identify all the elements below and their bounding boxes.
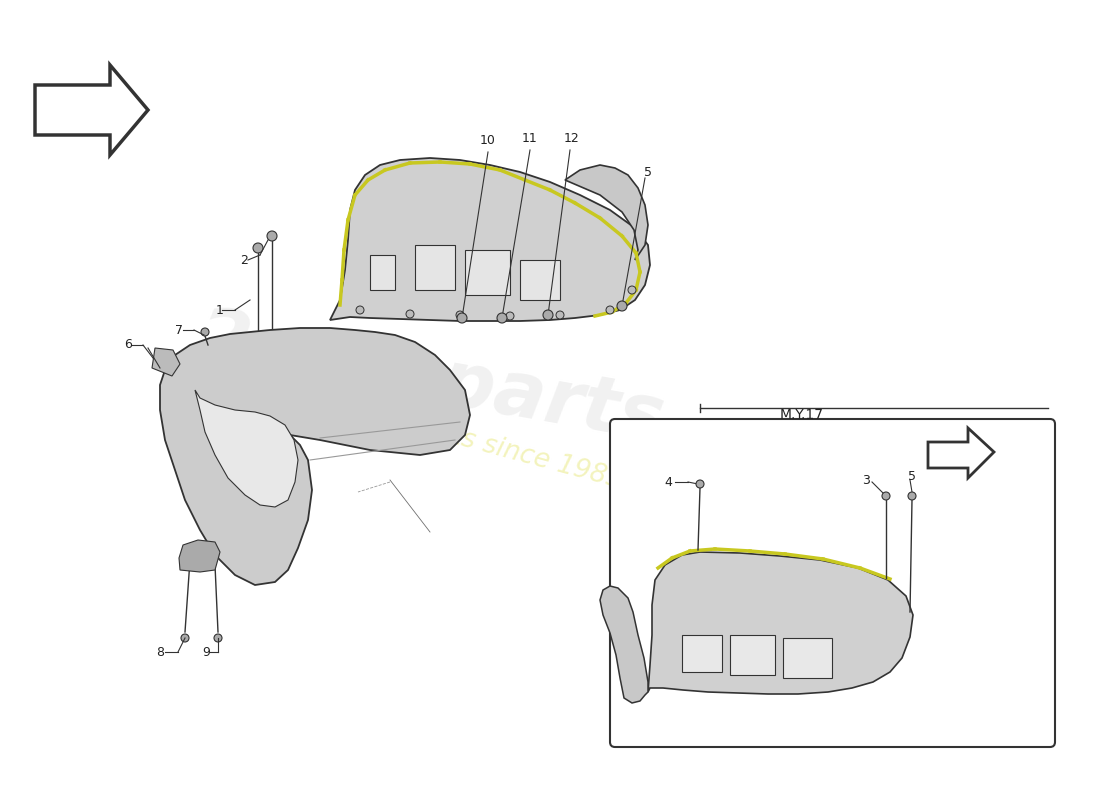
Circle shape bbox=[456, 311, 464, 319]
Polygon shape bbox=[195, 390, 298, 507]
Text: M.Y.17: M.Y.17 bbox=[780, 408, 824, 422]
Text: 7: 7 bbox=[175, 323, 183, 337]
Polygon shape bbox=[730, 635, 776, 675]
Polygon shape bbox=[415, 245, 455, 290]
Circle shape bbox=[214, 634, 222, 642]
Circle shape bbox=[253, 243, 263, 253]
Text: 2autoparts: 2autoparts bbox=[190, 302, 670, 458]
Polygon shape bbox=[648, 552, 913, 694]
Polygon shape bbox=[682, 635, 722, 672]
Text: 5: 5 bbox=[908, 470, 916, 482]
Circle shape bbox=[882, 492, 890, 500]
Text: 6: 6 bbox=[124, 338, 132, 351]
Polygon shape bbox=[370, 255, 395, 290]
Circle shape bbox=[406, 310, 414, 318]
Circle shape bbox=[506, 312, 514, 320]
Polygon shape bbox=[565, 165, 648, 260]
Text: 11: 11 bbox=[522, 131, 538, 145]
Text: 9: 9 bbox=[202, 646, 210, 658]
Circle shape bbox=[908, 492, 916, 500]
Circle shape bbox=[267, 231, 277, 241]
Polygon shape bbox=[928, 428, 994, 478]
Text: 10: 10 bbox=[480, 134, 496, 146]
Circle shape bbox=[696, 480, 704, 488]
Polygon shape bbox=[600, 586, 648, 703]
Text: 1: 1 bbox=[216, 303, 224, 317]
Circle shape bbox=[456, 313, 468, 323]
Text: 4: 4 bbox=[664, 475, 672, 489]
Polygon shape bbox=[783, 638, 832, 678]
Text: 2: 2 bbox=[240, 254, 248, 266]
FancyBboxPatch shape bbox=[610, 419, 1055, 747]
Circle shape bbox=[356, 306, 364, 314]
Polygon shape bbox=[160, 328, 470, 585]
Circle shape bbox=[556, 311, 564, 319]
Text: 8: 8 bbox=[156, 646, 164, 658]
Circle shape bbox=[543, 310, 553, 320]
Circle shape bbox=[628, 286, 636, 294]
Text: 3: 3 bbox=[862, 474, 870, 486]
Circle shape bbox=[182, 634, 189, 642]
Polygon shape bbox=[179, 540, 220, 572]
Text: 5: 5 bbox=[644, 166, 652, 178]
Polygon shape bbox=[465, 250, 510, 295]
Circle shape bbox=[497, 313, 507, 323]
Polygon shape bbox=[152, 348, 180, 376]
Polygon shape bbox=[520, 260, 560, 300]
Polygon shape bbox=[330, 158, 650, 321]
Circle shape bbox=[617, 301, 627, 311]
Polygon shape bbox=[35, 65, 148, 155]
Circle shape bbox=[606, 306, 614, 314]
Circle shape bbox=[201, 328, 209, 336]
Text: a passion for parts since 1985: a passion for parts since 1985 bbox=[234, 366, 626, 494]
Text: 12: 12 bbox=[564, 131, 580, 145]
